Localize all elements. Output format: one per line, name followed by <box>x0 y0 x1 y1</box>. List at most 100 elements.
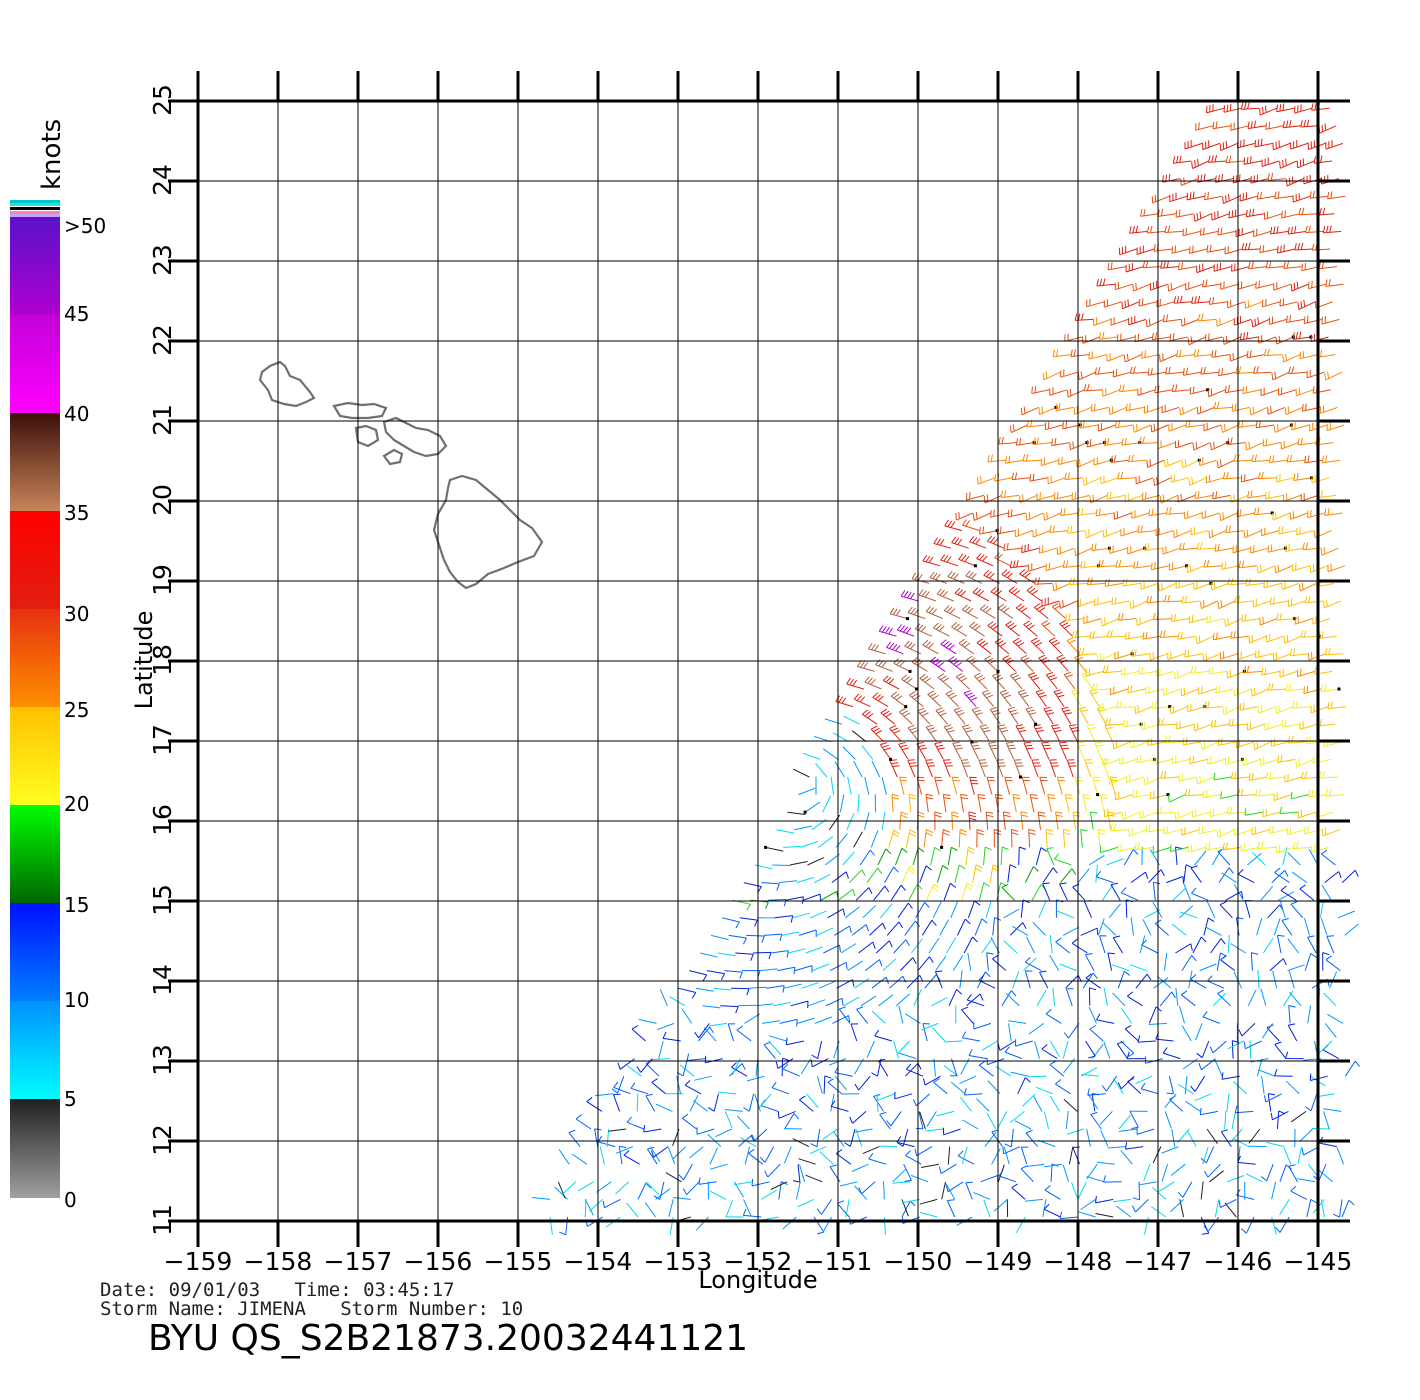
wind-barb <box>1147 367 1166 376</box>
wind-barb <box>1275 705 1294 714</box>
wind-barb <box>1263 348 1283 357</box>
wind-barb <box>1254 138 1273 148</box>
wind-barb <box>797 1198 815 1208</box>
wind-barb <box>1117 970 1131 989</box>
wind-barb <box>1102 529 1121 538</box>
wind-barb <box>1203 917 1215 936</box>
wind-barb <box>1170 474 1189 483</box>
wind-barb <box>1311 474 1330 484</box>
wind-barb <box>972 587 990 602</box>
wind-barb <box>883 1181 885 1200</box>
wind-barb <box>1198 686 1216 695</box>
wind-barb <box>1225 155 1245 164</box>
wind-barb <box>1133 560 1152 569</box>
wind-barb <box>1224 1110 1227 1130</box>
wind-barb <box>1130 871 1149 884</box>
wind-barb <box>1168 562 1187 571</box>
wind-barb <box>1002 655 1016 672</box>
colorbar-band <box>10 1099 60 1198</box>
wind-barb <box>1004 776 1013 795</box>
wind-barb <box>1169 333 1188 342</box>
wind-barb <box>1157 440 1176 450</box>
wind-barb <box>1000 490 1020 498</box>
wind-barb <box>1017 689 1030 707</box>
wind-barb <box>1282 990 1294 1007</box>
wind-barb <box>1311 844 1329 853</box>
lon-tick-label: −157 <box>324 1247 393 1276</box>
wind-barb <box>1086 298 1105 308</box>
wind-barb <box>1032 528 1051 538</box>
wind-barb <box>976 552 994 567</box>
wind-barb <box>1206 244 1225 253</box>
rain-flag <box>970 740 974 744</box>
wind-barb <box>950 1081 966 1095</box>
wind-barb <box>1181 459 1200 469</box>
wind-barb <box>896 624 915 637</box>
wind-barb <box>1060 369 1079 378</box>
wind-barb <box>950 901 959 918</box>
wind-barb <box>977 971 991 989</box>
wind-barb <box>854 977 870 989</box>
wind-barb <box>1001 569 1018 584</box>
wind-barb <box>1069 441 1088 451</box>
wind-barb <box>916 741 927 760</box>
wind-barb <box>1125 1142 1144 1150</box>
wind-barb <box>1235 917 1244 936</box>
wind-barb <box>1063 671 1076 690</box>
wind-barb <box>947 1146 951 1165</box>
wind-barb <box>1182 1058 1199 1070</box>
wind-barb <box>1095 508 1114 517</box>
wind-barb <box>1184 649 1203 658</box>
wind-barb <box>1113 1078 1124 1095</box>
lon-tick-label: −154 <box>564 1247 633 1276</box>
wind-barb <box>978 882 990 901</box>
wind-barb <box>1289 511 1308 520</box>
wind-barb <box>1004 1128 1014 1148</box>
wind-barb <box>1204 842 1224 851</box>
wind-barb <box>842 851 856 866</box>
wind-barb <box>698 1026 714 1042</box>
wind-barb <box>1196 775 1215 785</box>
wind-barb <box>834 761 845 778</box>
wind-barb <box>1281 719 1300 728</box>
wind-barb <box>1141 350 1160 359</box>
wind-barb <box>777 966 796 975</box>
wind-barb <box>1304 455 1323 464</box>
wind-barb <box>857 794 860 813</box>
wind-barb <box>1288 970 1295 989</box>
wind-barb <box>892 1168 907 1183</box>
wind-barb <box>910 1174 929 1183</box>
wind-barb <box>1198 1058 1216 1071</box>
wind-barb <box>1172 155 1192 164</box>
wind-barb <box>1275 1216 1290 1233</box>
wind-barb <box>997 1111 1008 1128</box>
wind-barb <box>1042 882 1051 901</box>
wind-barb <box>1064 472 1083 481</box>
wind-barb <box>1324 1023 1337 1038</box>
wind-barb <box>792 1138 810 1148</box>
wind-barb <box>973 1022 992 1030</box>
wind-barb <box>944 1040 963 1043</box>
wind-barb <box>908 883 923 901</box>
wind-barb <box>1152 902 1163 919</box>
wind-barb <box>1038 406 1057 415</box>
wind-barb <box>1080 829 1088 848</box>
wind-barb <box>1245 208 1265 218</box>
wind-barb <box>689 1094 699 1112</box>
wind-barb <box>991 1129 1003 1147</box>
wind-barb <box>1126 774 1144 783</box>
wind-barb <box>1190 865 1202 883</box>
wind-barb <box>1151 1206 1167 1218</box>
wind-barb <box>1312 755 1331 764</box>
wind-barb <box>768 1040 782 1055</box>
wind-barb <box>1192 936 1207 954</box>
wind-barb <box>808 999 826 1007</box>
wind-barb <box>1268 455 1288 463</box>
wind-barb <box>1327 701 1346 710</box>
wind-barb <box>1057 910 1075 919</box>
wind-barb <box>783 1146 792 1164</box>
wind-barb <box>1193 211 1212 222</box>
wind-barb <box>1171 1128 1176 1147</box>
wind-barb <box>1091 683 1111 691</box>
lon-tick-label: −147 <box>1124 1247 1193 1276</box>
